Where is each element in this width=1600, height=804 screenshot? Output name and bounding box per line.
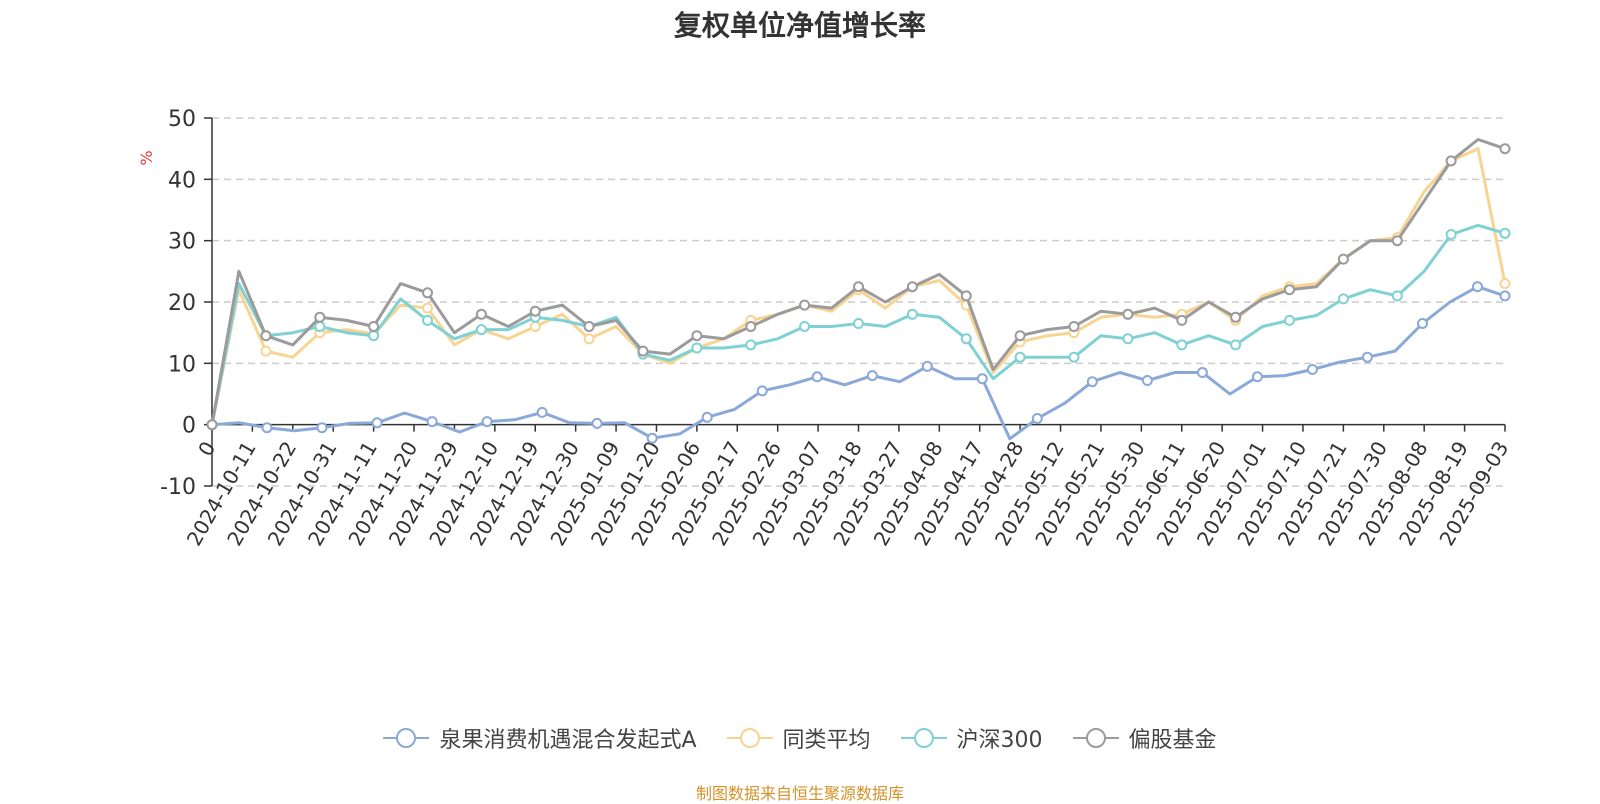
data-point — [906, 308, 918, 320]
data-point — [799, 299, 811, 311]
data-point — [1391, 235, 1403, 247]
data-source-note: 制图数据来自恒生聚源数据库 — [695, 784, 904, 803]
legend-marker-icon — [1072, 728, 1119, 748]
data-point — [853, 318, 864, 329]
data-point — [1122, 308, 1134, 320]
data-point — [906, 281, 918, 293]
data-point — [314, 321, 326, 332]
data-point — [1176, 339, 1188, 351]
line-chart: -1001020304050%02024-10-112024-10-222024… — [137, 107, 1513, 550]
data-point — [1337, 293, 1349, 305]
data-point — [853, 281, 864, 293]
data-point — [422, 314, 433, 326]
data-point — [1306, 364, 1318, 375]
data-point — [1499, 290, 1511, 302]
data-point — [701, 411, 713, 423]
data-point — [1014, 351, 1026, 363]
data-point — [206, 419, 218, 431]
x-tick-label: 0 — [193, 437, 220, 460]
y-tick-label: 0 — [182, 414, 196, 439]
data-point — [591, 417, 603, 429]
data-point — [422, 302, 433, 314]
y-tick-label: -10 — [160, 475, 196, 500]
data-point — [1086, 376, 1098, 388]
data-point — [316, 422, 328, 434]
data-point — [1445, 229, 1457, 240]
legend-item-fund[interactable]: 泉果消费机遇混合发起式A — [383, 722, 697, 754]
data-point — [583, 321, 595, 332]
data-point — [426, 416, 438, 428]
legend-label: 同类平均 — [782, 728, 871, 753]
data-point — [1014, 330, 1026, 342]
legend-marker-icon — [900, 728, 947, 748]
data-point — [1196, 367, 1208, 378]
data-point — [1176, 314, 1188, 326]
legend-label: 沪深300 — [956, 728, 1043, 753]
data-point — [1284, 314, 1295, 326]
data-point — [260, 345, 272, 357]
data-point — [960, 333, 972, 345]
data-point — [691, 330, 703, 342]
data-point — [1230, 339, 1242, 351]
data-point — [756, 385, 768, 397]
data-point — [583, 333, 595, 345]
data-point — [529, 305, 541, 317]
data-point — [1391, 290, 1403, 302]
chart-title: 复权单位净值增长率 — [673, 9, 926, 42]
data-point — [314, 311, 326, 323]
data-point — [1031, 413, 1043, 424]
data-point — [745, 339, 757, 351]
legend-item-equity-funds[interactable]: 偏股基金 — [1072, 722, 1217, 754]
chart-legend: 泉果消费机遇混合发起式A 同类平均 沪深300 偏股基金 — [0, 722, 1600, 754]
data-point — [921, 360, 933, 372]
data-point — [1417, 318, 1428, 329]
data-point — [422, 287, 433, 299]
data-point — [1141, 375, 1153, 386]
legend-marker-icon — [726, 728, 773, 748]
legend-item-csi300[interactable]: 沪深300 — [900, 722, 1043, 754]
y-tick-label: 10 — [168, 352, 196, 377]
data-point — [529, 321, 541, 332]
data-point — [1068, 321, 1080, 332]
data-point — [260, 330, 272, 342]
data-point — [799, 321, 811, 332]
legend-label: 偏股基金 — [1128, 728, 1217, 753]
data-point — [1068, 351, 1080, 363]
data-point — [371, 417, 383, 429]
data-point — [1122, 333, 1134, 345]
data-point — [866, 370, 878, 382]
data-point — [976, 373, 988, 385]
data-point — [745, 321, 757, 332]
data-point — [811, 371, 823, 383]
data-point — [1230, 311, 1242, 323]
data-point — [368, 330, 380, 342]
data-point — [475, 324, 487, 336]
data-point — [261, 422, 273, 434]
data-point — [1337, 253, 1349, 265]
y-tick-label: 30 — [168, 230, 196, 255]
data-point — [691, 342, 703, 354]
data-point — [646, 432, 658, 444]
y-axis-label: % — [137, 150, 156, 165]
data-point — [1472, 281, 1483, 293]
y-tick-label: 20 — [168, 291, 196, 316]
data-point — [1499, 278, 1511, 290]
legend-item-peer-average[interactable]: 同类平均 — [726, 722, 871, 754]
data-point — [960, 290, 972, 302]
legend-marker-icon — [383, 728, 430, 748]
data-point — [1251, 371, 1263, 383]
data-point — [1361, 351, 1373, 363]
data-point — [536, 406, 548, 418]
y-tick-label: 50 — [168, 107, 196, 132]
legend-label: 泉果消费机遇混合发起式A — [439, 728, 697, 753]
data-point — [1445, 155, 1457, 167]
y-tick-label: 40 — [168, 168, 196, 193]
data-point — [1499, 227, 1511, 239]
data-point — [481, 416, 493, 428]
data-point — [1499, 143, 1511, 155]
data-point — [637, 345, 649, 357]
data-point — [1284, 284, 1295, 296]
data-point — [475, 308, 487, 320]
data-point — [368, 321, 380, 332]
